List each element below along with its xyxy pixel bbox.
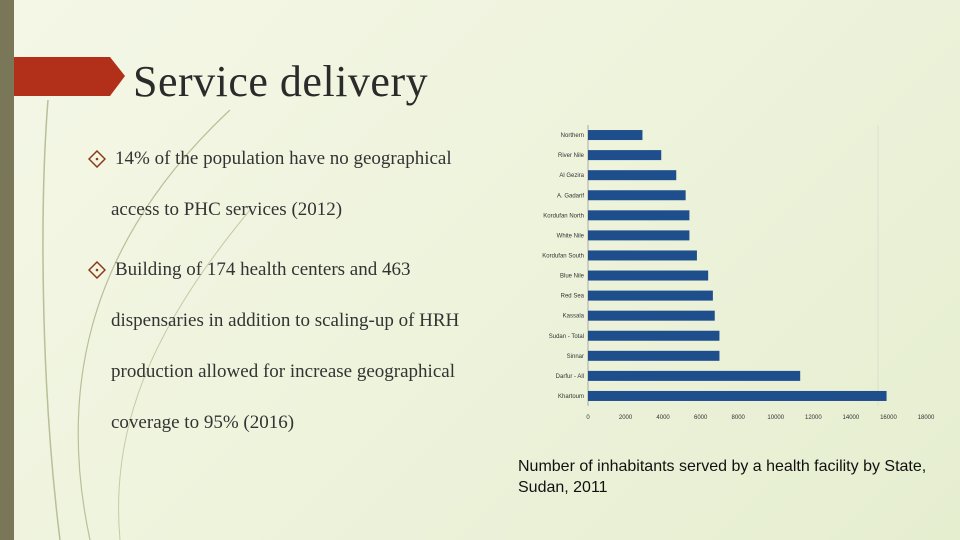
y-tick-label: Kordufan South [542,253,584,259]
bar [588,170,677,181]
bar [588,330,720,341]
slide-title: Service delivery [133,57,429,106]
x-tick-label: 6000 [694,415,708,421]
y-tick-label: Blue Nile [560,274,585,280]
bar [588,350,720,361]
y-tick-label: Darfur - All [556,374,584,380]
y-tick-label: Khartoum [558,394,584,400]
bar [588,210,690,221]
bullet-text: Building of 174 health centers and 463 [115,259,411,280]
bullet-text: dispensaries in addition to scaling-up o… [111,310,460,331]
side-strip [0,0,14,540]
bullet-icon [88,150,106,168]
bullet-text: 14% of the population have no geographic… [115,148,452,169]
y-tick-label: Northern [561,133,584,139]
x-tick-label: 10000 [767,415,784,421]
y-tick-label: Red Sea [561,294,585,300]
bar [588,390,887,401]
y-tick-label: Sudan - Total [549,334,584,340]
bar [588,190,686,201]
bar [588,130,643,141]
bar [588,290,713,301]
bar [588,310,715,321]
bar [588,150,662,161]
bar [588,270,709,281]
x-tick-label: 18000 [918,415,935,421]
bullet-text: coverage to 95% (2016) [111,412,295,433]
y-tick-label: White Nile [557,233,585,239]
y-tick-label: Sinnar [567,354,584,360]
y-tick-label: Kordufan North [543,213,584,219]
x-tick-label: 2000 [619,415,633,421]
bar [588,230,690,241]
bullet-text: access to PHC services (2012) [111,199,343,220]
y-tick-label: River Nile [558,153,585,159]
x-tick-label: 4000 [656,415,670,421]
chart-caption: Number of inhabitants served by a health… [518,458,927,496]
y-tick-label: A. Gadarif [557,193,584,199]
bar [588,250,697,261]
y-tick-label: Kassala [563,314,585,320]
x-tick-label: 8000 [732,415,746,421]
x-tick-label: 16000 [880,415,897,421]
bullet-text: production allowed for increase geograph… [111,361,455,382]
x-tick-label: 14000 [843,415,860,421]
x-tick-label: 0 [586,415,590,421]
y-tick-label: Al Gezira [559,173,584,179]
bar [588,370,801,381]
x-tick-label: 12000 [805,415,822,421]
bullet-icon [88,261,106,279]
